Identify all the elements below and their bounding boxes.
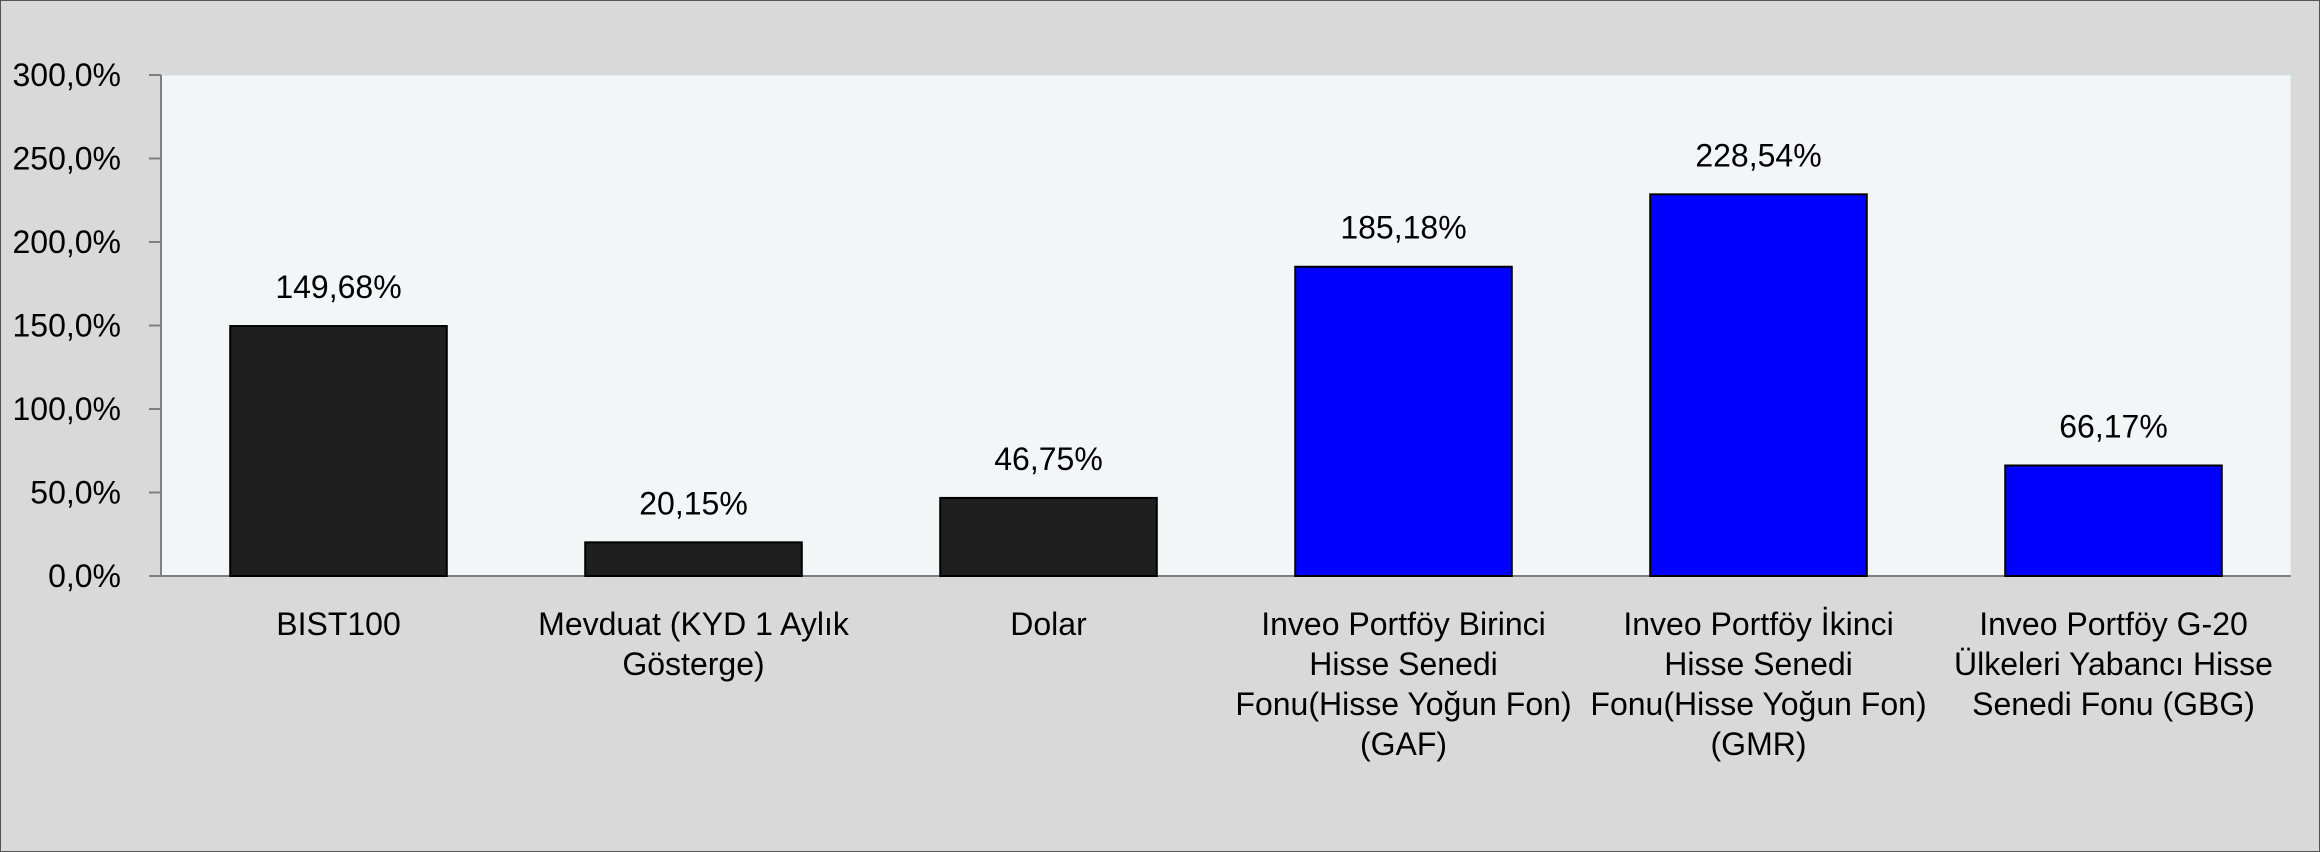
y-tick-label: 50,0% [30, 475, 121, 511]
category-label: Inveo Portföy Birinci Hisse Senedi Fonu(Hi… [1235, 606, 1571, 762]
data-label: 66,17% [2059, 408, 2168, 444]
y-tick-label: 200,0% [12, 224, 121, 260]
category-label-line: Gösterge) [622, 646, 764, 682]
bar [584, 541, 803, 577]
data-labels-group: 149,68% 20,15% 46,75% 185,18% 228,54% 66,17% [275, 137, 2167, 521]
category-label: BIST100 [276, 606, 401, 642]
category-label-line: Fonu(Hisse Yoğun Fon) [1590, 686, 1926, 722]
category-label-line: (GAF) [1360, 726, 1447, 762]
bar [2004, 464, 2223, 577]
category-label-line: Inveo Portföy Birinci [1261, 606, 1546, 642]
y-tick-label: 150,0% [12, 308, 121, 344]
data-label: 228,54% [1695, 137, 1821, 173]
category-label: Inveo Portföy G-20 Ülkeleri Yabancı Hisse… [1954, 606, 2273, 722]
category-label-line: BIST100 [276, 606, 401, 642]
y-tick-label: 0,0% [48, 558, 121, 594]
plot-area [160, 74, 2292, 577]
category-label-line: Fonu(Hisse Yoğun Fon) [1235, 686, 1571, 722]
category-label-line: Ülkeleri Yabancı Hisse [1954, 646, 2273, 682]
category-label-line: Inveo Portföy İkinci [1623, 606, 1893, 642]
y-tick-label: 250,0% [12, 141, 121, 177]
data-label: 149,68% [275, 269, 401, 305]
category-label-line: Hisse Senedi [1309, 646, 1498, 682]
category-label-line: Senedi Fonu (GBG) [1972, 686, 2255, 722]
category-label: Mevduat (KYD 1 Aylık Gösterge) [538, 606, 850, 682]
category-labels-group: BIST100 Mevduat (KYD 1 Aylık Gösterge) Dola… [276, 606, 2273, 762]
category-label-line: (GMR) [1711, 726, 1807, 762]
bars-group [229, 193, 2223, 577]
y-tick-label: 300,0% [12, 57, 121, 93]
category-label: Inveo Portföy İkinci Hisse Senedi Fonu(His… [1590, 606, 1926, 762]
category-label-line: Inveo Portföy G-20 [1979, 606, 2248, 642]
data-label: 20,15% [639, 485, 748, 521]
category-label-line: Mevduat (KYD 1 Aylık [538, 606, 850, 642]
category-label-line: Dolar [1010, 606, 1087, 642]
y-axis: 0,0% 50,0% 100,0% 150,0% 200,0% 250,0% 300,0% [12, 57, 2291, 594]
bar [1649, 193, 1868, 577]
category-label: Dolar [1010, 606, 1087, 642]
category-label-line: Hisse Senedi [1664, 646, 1853, 682]
data-label: 46,75% [994, 441, 1103, 477]
bar [939, 496, 1158, 577]
bar [229, 325, 448, 577]
y-tick-label: 100,0% [12, 391, 121, 427]
bar [1294, 265, 1513, 577]
data-label: 185,18% [1340, 210, 1466, 246]
